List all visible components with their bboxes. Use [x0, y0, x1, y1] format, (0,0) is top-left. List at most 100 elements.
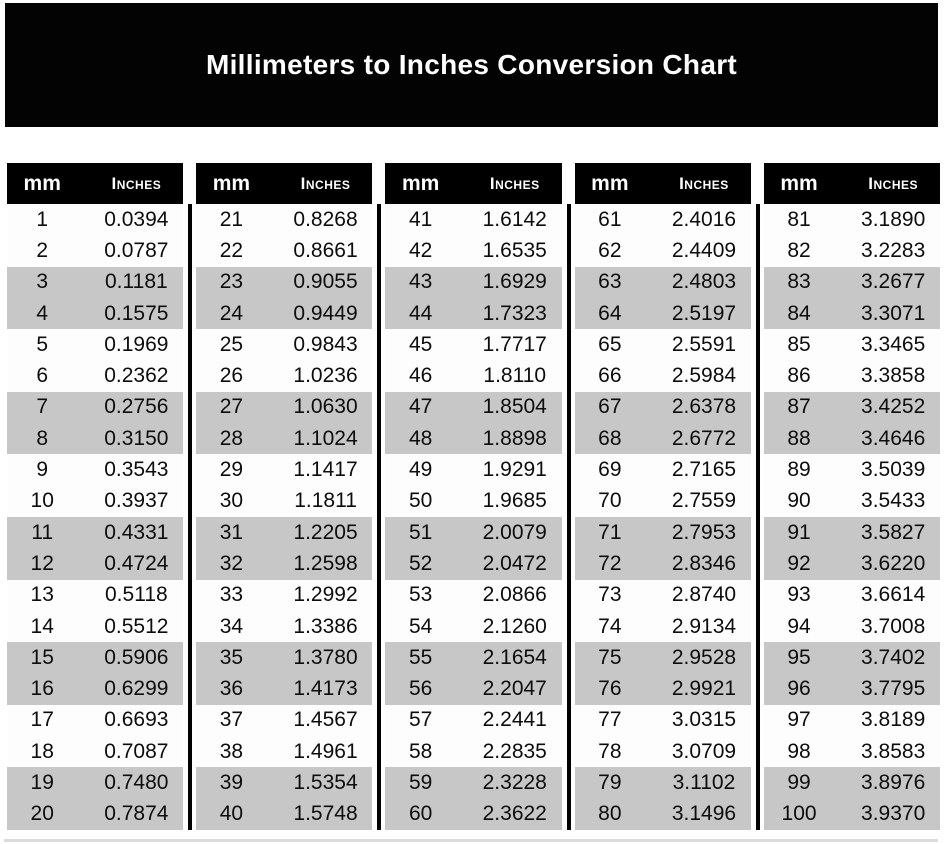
inches-value: 0.5906	[104, 645, 169, 669]
mm-value: 29	[219, 458, 244, 482]
inches-value: 3.4646	[861, 426, 926, 450]
table-row: 27 1.0630	[196, 391, 373, 424]
table-row: 61 2.4016	[574, 204, 751, 236]
inches-value: 2.7165	[671, 458, 737, 482]
inches-value: 2.5197	[671, 301, 737, 325]
inches-value: 0.1575	[104, 301, 169, 325]
table-row: 22 0.8661	[196, 235, 373, 267]
table-row: 2 0.0787	[7, 235, 184, 267]
mm-value: 51	[408, 520, 433, 544]
table-row: 7 0.2756	[7, 391, 184, 424]
inches-value: 3.8976	[861, 770, 926, 794]
mm-value: 52	[408, 551, 433, 575]
mm-value: 59	[408, 770, 433, 794]
inches-value: 0.6299	[104, 677, 169, 701]
mm-value: 72	[598, 551, 622, 575]
table-row: 41 1.6142	[385, 204, 562, 236]
inches-value: 2.0472	[482, 551, 547, 575]
table-row: 4 0.1575	[7, 297, 184, 330]
inches-value: 2.5591	[671, 332, 737, 356]
table-row: 10 0.3937	[7, 485, 184, 517]
mm-value: 37	[219, 708, 244, 732]
table-row: 56 2.2047	[385, 673, 562, 705]
mm-value: 68	[598, 426, 622, 450]
inches-value: 2.1260	[482, 614, 547, 638]
table-row: 69 2.7165	[574, 454, 751, 486]
col-header-mm: mm	[401, 171, 440, 195]
mm-value: 55	[408, 645, 433, 669]
mm-value: 21	[219, 207, 244, 231]
table-row: 77 3.0315	[574, 704, 751, 737]
mm-value: 92	[787, 551, 811, 575]
inches-value: 2.1654	[482, 645, 547, 669]
table-row: 71 2.7953	[574, 516, 751, 549]
col-header-inches: Inches	[300, 173, 351, 193]
inches-value: 0.1969	[104, 332, 169, 356]
table-row: 64 2.5197	[574, 297, 751, 330]
mm-value: 3	[36, 270, 49, 294]
table-row: 31 1.2205	[196, 516, 373, 549]
inches-value: 3.7402	[861, 645, 926, 669]
table-row: 90 3.5433	[763, 485, 941, 517]
inches-value: 0.0394	[104, 207, 169, 231]
table-row: 92 3.6220	[763, 548, 941, 580]
inches-value: 3.7795	[861, 677, 926, 701]
mm-value: 61	[598, 207, 622, 231]
conversion-table-1: mm Inches 1 0.0394 2 0.0787 3 0.1181 4 0.1575 5 0…	[7, 163, 184, 830]
inches-value: 3.5039	[861, 458, 926, 482]
inches-value: 0.3543	[104, 458, 169, 482]
table-row: 87 3.4252	[763, 391, 941, 424]
inches-value: 1.8898	[482, 426, 547, 450]
title-banner: Millimeters to Inches Conversion Chart	[5, 3, 938, 127]
table-row: 74 2.9134	[574, 610, 751, 643]
table-row: 14 0.5512	[7, 610, 184, 643]
inches-value: 3.0709	[671, 739, 737, 763]
inches-value: 1.5748	[293, 802, 358, 826]
table-row: 9 0.3543	[7, 454, 184, 486]
table-row: 12 0.4724	[7, 548, 184, 580]
mm-value: 65	[598, 332, 622, 356]
mm-value: 43	[408, 270, 433, 294]
table-row: 21 0.8268	[196, 204, 373, 236]
inches-value: 3.8189	[861, 708, 926, 732]
conversion-table-2: mm Inches 21 0.8268 22 0.8661 23 0.9055 24 0.94…	[196, 163, 373, 830]
inches-value: 1.2598	[293, 551, 358, 575]
mm-value: 9	[36, 458, 49, 482]
table-row: 26 1.0236	[196, 360, 373, 392]
inches-value: 1.8110	[483, 364, 547, 388]
mm-value: 69	[598, 458, 622, 482]
table-row: 83 3.2677	[763, 266, 941, 298]
table-row: 40 1.5748	[196, 798, 373, 830]
inches-value: 2.9921	[671, 677, 737, 701]
table-row: 37 1.4567	[196, 704, 373, 737]
inches-value: 1.8504	[482, 395, 547, 419]
inches-value: 1.3386	[293, 614, 358, 638]
mm-value: 11	[31, 520, 54, 544]
table-row: 57 2.2441	[385, 704, 562, 737]
table-divider	[188, 204, 193, 830]
col-header-inches: Inches	[868, 173, 919, 193]
mm-value: 82	[787, 238, 811, 262]
inches-value: 3.6614	[861, 583, 926, 607]
table-row: 98 3.8583	[763, 736, 941, 768]
mm-value: 20	[30, 802, 54, 826]
mm-value: 26	[219, 364, 244, 388]
table-row: 75 2.9528	[574, 642, 751, 674]
inches-value: 0.3150	[104, 426, 169, 450]
table-row: 15 0.5906	[7, 642, 184, 674]
col-header-mm: mm	[23, 171, 61, 195]
inches-value: 3.2283	[861, 238, 926, 262]
mm-value: 23	[219, 270, 244, 294]
mm-value: 50	[408, 489, 433, 513]
inches-value: 1.7323	[482, 301, 547, 325]
table-row: 36 1.4173	[196, 673, 373, 705]
inches-value: 3.2677	[861, 270, 926, 294]
conversion-tables: mm Inches 1 0.0394 2 0.0787 3 0.1181 4 0.1575 5 0…	[7, 163, 941, 830]
inches-value: 2.4803	[671, 270, 737, 294]
inches-value: 1.9685	[482, 489, 547, 513]
table-row: 18 0.7087	[7, 736, 184, 768]
mm-value: 80	[598, 802, 622, 826]
inches-value: 1.6142	[482, 207, 547, 231]
mm-value: 71	[598, 520, 622, 544]
mm-value: 31	[219, 520, 244, 544]
